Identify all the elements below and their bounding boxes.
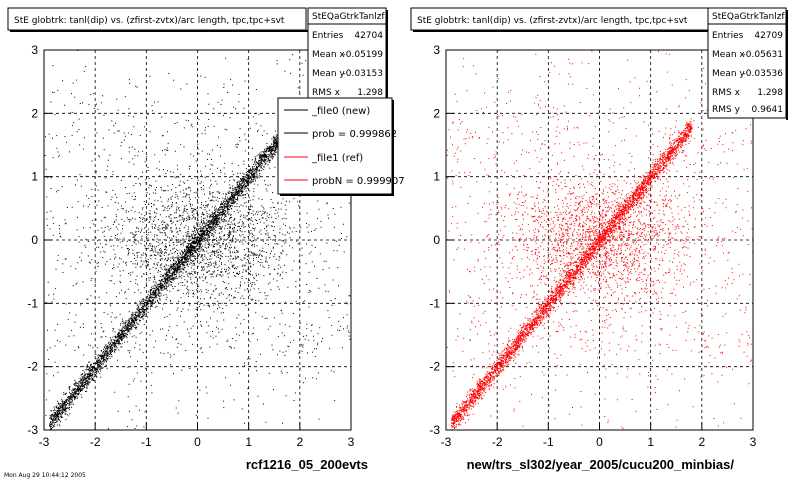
y-tick-label: 1 [31, 170, 38, 184]
y-tick-label: 2 [31, 106, 38, 120]
right-stats-label-0: Entries [712, 31, 744, 41]
right-x-ticks: -3 -2 -1 0 1 2 3 [441, 422, 757, 449]
left-stats-value-3: 1.298 [357, 88, 383, 98]
right-stats-value-0: 42709 [754, 31, 783, 41]
x-tick-label: 0 [194, 435, 201, 449]
left-stats-label-3: RMS x [312, 88, 341, 98]
right-stats-value-1: -0.05631 [743, 50, 783, 60]
right-y-ticks: -3 -2 -1 0 1 2 3 [429, 43, 454, 437]
x-tick-label: 0 [596, 435, 603, 449]
footer-timestamp: Mon Aug 29 10:44:12 2005 [4, 472, 86, 479]
left-stats-label-0: Entries [312, 31, 344, 41]
left-scatter-points [44, 50, 352, 430]
legend-label-1: prob = 0.999862 [312, 129, 397, 140]
x-tick-label: 1 [647, 435, 654, 449]
right-stats-label-3: RMS x [712, 88, 741, 98]
x-tick-label: 2 [698, 435, 705, 449]
left-plot-pad: -3 -2 -1 0 1 2 3 -3 -2 -1 0 1 2 3 StE globtrk: tanl(… [7, 7, 405, 472]
y-tick-label: 0 [433, 233, 440, 247]
x-tick-label: -1 [543, 435, 554, 449]
right-title-shadow [413, 30, 711, 32]
right-stats-value-3: 1.298 [757, 88, 783, 98]
legend-label-2: _file1 (ref) [311, 153, 363, 164]
legend-box: _file0 (new) prob = 0.999862 _file1 (ref… [277, 97, 405, 196]
y-tick-label: 0 [31, 233, 38, 247]
scatter-points-path [446, 50, 754, 430]
legend-label-0: _file0 (new) [311, 106, 370, 117]
left-stats-name: StEQaGtrkTanlzf [312, 12, 385, 22]
left-stats-value-2: -0.03153 [343, 69, 383, 79]
y-tick-label: 3 [433, 43, 440, 57]
left-stats-label-1: Mean x [312, 50, 345, 60]
y-tick-label: -2 [429, 360, 440, 374]
x-tick-label: -3 [39, 435, 50, 449]
legend-label-3: probN = 0.999907 [312, 176, 405, 187]
y-tick-label: 1 [433, 170, 440, 184]
y-tick-label: -1 [429, 296, 440, 310]
y-tick-label: -2 [27, 360, 38, 374]
y-tick-label: 3 [31, 43, 38, 57]
right-stats-label-2: Mean y [712, 69, 745, 79]
y-tick-label: -3 [27, 423, 38, 437]
left-title-shadow [10, 30, 308, 32]
left-x-axis-label: rcf1216_05_200evts [246, 457, 368, 472]
x-tick-label: 1 [245, 435, 252, 449]
y-tick-label: -1 [27, 296, 38, 310]
right-plot-pad: -3 -2 -1 0 1 2 3 -3 -2 -1 0 1 2 3 StE globtrk: tanl(… [410, 7, 788, 472]
x-tick-label: -2 [492, 435, 503, 449]
x-tick-label: -3 [441, 435, 452, 449]
left-x-ticks: -3 -2 -1 0 1 2 3 [39, 422, 355, 449]
x-tick-label: -2 [90, 435, 101, 449]
left-stats-value-0: 42704 [354, 31, 383, 41]
right-stats-value-4: 0.9641 [752, 105, 784, 115]
right-stats-name: StEQaGtrkTanlzf [712, 12, 785, 22]
right-stats-label-1: Mean x [712, 50, 745, 60]
left-stats-value-1: -0.05199 [343, 50, 384, 60]
right-stats-value-2: -0.03536 [743, 69, 784, 79]
right-scatter-points [446, 50, 754, 430]
right-plot-title: StE globtrk: tanl(dip) vs. (zfirst-zvtx)… [417, 16, 688, 26]
y-tick-label: 2 [433, 106, 440, 120]
y-tick-label: -3 [429, 423, 440, 437]
left-y-ticks: -3 -2 -1 0 1 2 3 [27, 43, 52, 437]
right-x-axis-label: new/trs_sl302/year_2005/cucu200_minbias/ [467, 457, 735, 472]
right-stats-box: StEQaGtrkTanlzf Entries 42709 Mean x -0.… [707, 7, 788, 120]
left-stats-label-2: Mean y [312, 69, 345, 79]
x-tick-label: 3 [750, 435, 757, 449]
right-stats-label-4: RMS y [712, 105, 741, 115]
x-tick-label: 2 [296, 435, 303, 449]
left-plot-title: StE globtrk: tanl(dip) vs. (zfirst-zvtx)… [14, 16, 285, 26]
x-tick-label: -1 [141, 435, 152, 449]
x-tick-label: 3 [348, 435, 355, 449]
scatter-points-path [44, 50, 352, 430]
